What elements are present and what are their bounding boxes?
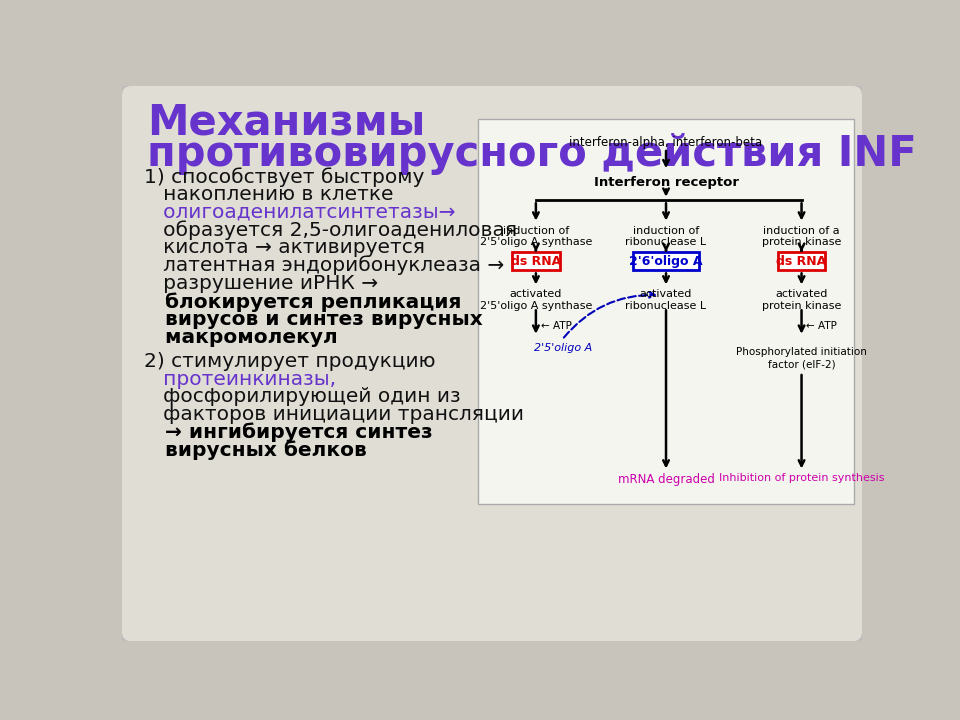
- Text: ← ATP: ← ATP: [540, 321, 571, 331]
- Text: олигоаденилатсинтетазы→: олигоаденилатсинтетазы→: [144, 202, 455, 222]
- Text: interferon-alpha, interferon-beta: interferon-alpha, interferon-beta: [569, 135, 762, 148]
- Text: блокируется репликация: блокируется репликация: [144, 293, 462, 312]
- Text: Phosphorylated initiation
factor (eIF-2): Phosphorylated initiation factor (eIF-2): [736, 348, 867, 369]
- Text: латентная эндорибонуклеаза →: латентная эндорибонуклеаза →: [144, 256, 504, 276]
- Text: Механизмы: Механизмы: [147, 102, 425, 144]
- Text: 2) стимулирует продукцию: 2) стимулирует продукцию: [144, 352, 436, 371]
- Text: ds RNA: ds RNA: [511, 255, 561, 268]
- Text: 1) способствует быстрому: 1) способствует быстрому: [144, 167, 424, 187]
- Text: вирусов и синтез вирусных: вирусов и синтез вирусных: [144, 310, 483, 330]
- Text: кислота → активируется: кислота → активируется: [144, 238, 425, 257]
- Text: induction of
2'5'oligo A synthase: induction of 2'5'oligo A synthase: [480, 226, 592, 248]
- Text: 2'5'oligo A: 2'5'oligo A: [535, 343, 592, 353]
- Text: mRNA degraded: mRNA degraded: [617, 473, 714, 486]
- Text: вирусных белков: вирусных белков: [144, 441, 367, 460]
- Text: Interferon receptor: Interferon receptor: [593, 176, 738, 189]
- Text: 2'6'oligo A: 2'6'oligo A: [629, 255, 703, 268]
- Text: разрушение иРНК →: разрушение иРНК →: [144, 274, 378, 292]
- Text: activated
protein kinase: activated protein kinase: [762, 289, 841, 310]
- FancyBboxPatch shape: [512, 252, 560, 271]
- Text: фосфорилирующей один из: фосфорилирующей один из: [144, 387, 461, 407]
- FancyBboxPatch shape: [778, 252, 826, 271]
- Text: Inhibition of protein synthesis: Inhibition of protein synthesis: [719, 473, 884, 483]
- Text: induction of
ribonuclease L: induction of ribonuclease L: [626, 226, 707, 248]
- Text: activated
2'5'oligo A synthase: activated 2'5'oligo A synthase: [480, 289, 592, 310]
- Text: факторов инициации трансляции: факторов инициации трансляции: [144, 405, 524, 424]
- FancyBboxPatch shape: [121, 85, 863, 642]
- Text: induction of a
protein kinase: induction of a protein kinase: [762, 226, 841, 248]
- Text: накоплению в клетке: накоплению в клетке: [144, 185, 394, 204]
- Text: противовирусного действия INF: противовирусного действия INF: [147, 132, 917, 174]
- Text: протеинкиназы,: протеинкиназы,: [144, 370, 336, 389]
- Text: ds RNA: ds RNA: [777, 255, 827, 268]
- FancyBboxPatch shape: [633, 252, 699, 271]
- Text: activated
ribonuclease L: activated ribonuclease L: [626, 289, 707, 310]
- FancyBboxPatch shape: [478, 119, 853, 504]
- Text: → ингибируется синтез: → ингибируется синтез: [144, 423, 433, 443]
- Text: образуется 2,5-олигоадениловая: образуется 2,5-олигоадениловая: [144, 220, 517, 240]
- Text: макромолекул: макромолекул: [144, 328, 338, 347]
- Text: ← ATP: ← ATP: [806, 321, 837, 331]
